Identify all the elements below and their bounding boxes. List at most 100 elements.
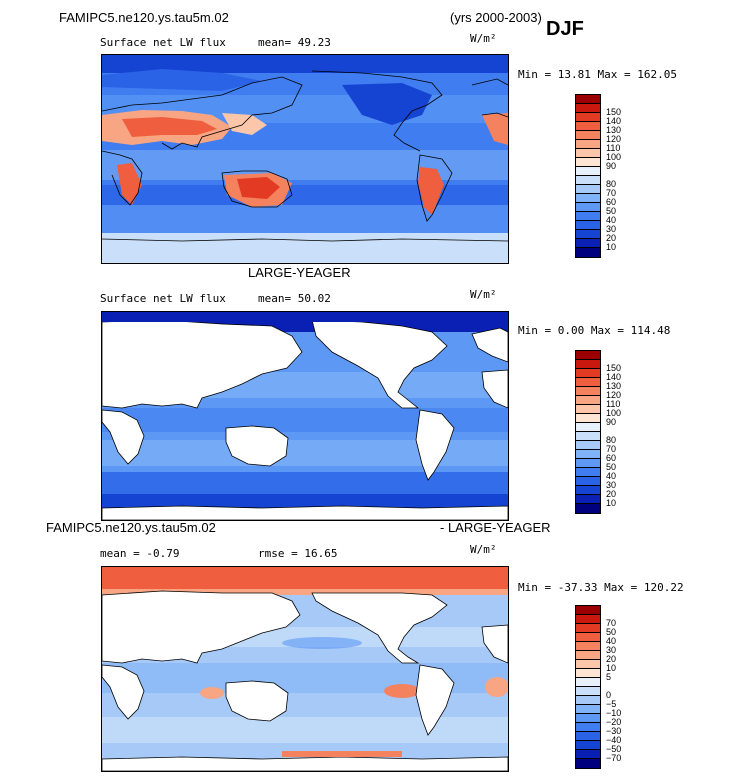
colorbar-tick-label: 40 (606, 636, 617, 646)
colorbar-swatch (576, 669, 600, 678)
panel3-map (101, 566, 509, 772)
colorbar-swatch (576, 95, 600, 104)
colorbar-tick-label: 130 (606, 125, 622, 135)
colorbar-tick-label: 90 (606, 161, 617, 171)
colorbar-swatch (576, 149, 600, 158)
colorbar-tick-label: 50 (606, 206, 617, 216)
years-label: (yrs 2000-2003) (450, 10, 542, 25)
colorbar-swatch (576, 624, 600, 633)
panel1-colorbar (575, 94, 601, 258)
colorbar-tick-label: −5 (606, 699, 617, 709)
panel3-rmse: rmse = 16.65 (258, 547, 338, 560)
panel3-colorbar-labels: 70 50 40 30 20 10 5 0 −5 −10 −20 −30 −40 −50 −70 (606, 605, 646, 765)
panel1-field-label: Surface net LW flux (100, 36, 226, 49)
colorbar-tick-label: 80 (606, 435, 617, 445)
panel2-map-field (102, 312, 508, 520)
colorbar-swatch (576, 723, 600, 732)
colorbar-swatch (576, 176, 600, 185)
colorbar-swatch (576, 642, 600, 651)
colorbar-swatch (576, 705, 600, 714)
panel2-colorbar (575, 350, 601, 514)
colorbar-swatch (576, 405, 600, 414)
case-name-top: FAMIPC5.ne120.ys.tau5m.02 (59, 10, 229, 25)
colorbar-tick-label: 140 (606, 116, 622, 126)
colorbar-swatch (576, 714, 600, 723)
colorbar-tick-label: 30 (606, 645, 617, 655)
colorbar-swatch (576, 140, 600, 149)
colorbar-swatch (576, 203, 600, 212)
panel3-ref-name: - LARGE-YEAGER (440, 520, 551, 535)
colorbar-swatch (576, 468, 600, 477)
colorbar-tick-label: 130 (606, 381, 622, 391)
panel3-mean: mean = -0.79 (100, 547, 180, 560)
colorbar-tick-label: 70 (606, 618, 617, 628)
panel1-map-field (102, 55, 508, 263)
colorbar-tick-label: 110 (606, 399, 621, 409)
colorbar-swatch (576, 387, 600, 396)
colorbar-swatch (576, 239, 600, 248)
colorbar-tick-label: 20 (606, 654, 617, 664)
colorbar-swatch (576, 750, 600, 759)
panel2-minmax: Min = 0.00 Max = 114.48 (518, 324, 671, 337)
panel2-title: LARGE-YEAGER (248, 265, 351, 280)
colorbar-tick-label: 50 (606, 627, 617, 637)
colorbar-swatch (576, 651, 600, 660)
colorbar-swatch (576, 131, 600, 140)
panel1-units: W/m² (470, 32, 497, 45)
colorbar-tick-label: 10 (606, 242, 617, 252)
colorbar-tick-label: −20 (606, 717, 622, 727)
colorbar-swatch (576, 104, 600, 113)
panel3-case-name: FAMIPC5.ne120.ys.tau5m.02 (46, 520, 216, 535)
colorbar-swatch (576, 633, 600, 642)
colorbar-swatch (576, 696, 600, 705)
panel1-mean: mean= 49.23 (258, 36, 331, 49)
colorbar-swatch (576, 158, 600, 167)
colorbar-tick-label: 70 (606, 444, 617, 454)
colorbar-tick-label: −10 (606, 708, 622, 718)
colorbar-swatch (576, 606, 600, 615)
colorbar-swatch (576, 459, 600, 468)
colorbar-tick-label: 100 (606, 152, 622, 162)
colorbar-tick-label: 70 (606, 188, 617, 198)
colorbar-swatch (576, 504, 600, 513)
colorbar-tick-label: 20 (606, 489, 617, 499)
colorbar-swatch (576, 351, 600, 360)
colorbar-swatch (576, 113, 600, 122)
colorbar-swatch (576, 396, 600, 405)
panel3-units: W/m² (470, 543, 497, 556)
colorbar-swatch (576, 678, 600, 687)
panel3-map-field (102, 567, 508, 771)
colorbar-swatch (576, 477, 600, 486)
colorbar-tick-label: 140 (606, 372, 622, 382)
colorbar-swatch (576, 759, 600, 768)
colorbar-swatch (576, 687, 600, 696)
colorbar-swatch (576, 360, 600, 369)
colorbar-swatch (576, 221, 600, 230)
colorbar-tick-label: 120 (606, 390, 622, 400)
panel1-colorbar-labels: 150 140 130 120 110 100 90 80 70 60 50 40 30 20 10 (606, 94, 646, 254)
colorbar-tick-label: 40 (606, 215, 617, 225)
colorbar-tick-label: 110 (606, 143, 621, 153)
panel3-colorbar (575, 605, 601, 769)
colorbar-tick-label: 80 (606, 179, 617, 189)
colorbar-swatch (576, 486, 600, 495)
colorbar-swatch (576, 450, 600, 459)
colorbar-swatch (576, 194, 600, 203)
colorbar-tick-label: 40 (606, 471, 617, 481)
panel3-minmax: Min = -37.33 Max = 120.22 (518, 581, 684, 594)
colorbar-tick-label: 50 (606, 462, 617, 472)
colorbar-swatch (576, 414, 600, 423)
panel2-colorbar-labels: 150 140 130 120 110 100 90 80 70 60 50 40 30 20 10 (606, 350, 646, 510)
colorbar-swatch (576, 167, 600, 176)
colorbar-tick-label: 150 (606, 107, 622, 117)
colorbar-swatch (576, 378, 600, 387)
colorbar-swatch (576, 248, 600, 257)
colorbar-swatch (576, 732, 600, 741)
colorbar-tick-label: 150 (606, 363, 622, 373)
colorbar-tick-label: 30 (606, 480, 617, 490)
panel2-map (101, 311, 509, 521)
colorbar-tick-label: −40 (606, 735, 622, 745)
colorbar-swatch (576, 660, 600, 669)
colorbar-tick-label: 120 (606, 134, 622, 144)
colorbar-tick-label: 30 (606, 224, 617, 234)
